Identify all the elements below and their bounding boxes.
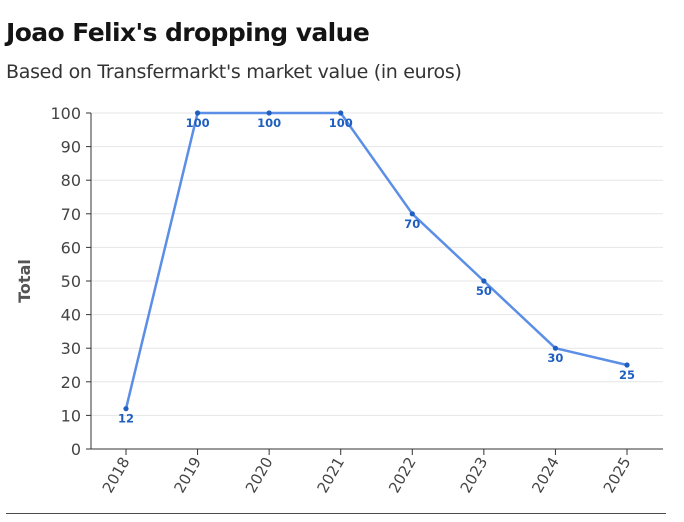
x-tick-label: 2019 xyxy=(170,454,205,496)
data-point xyxy=(194,110,201,116)
data-label: 100 xyxy=(186,116,210,130)
data-point xyxy=(624,362,630,368)
data-point xyxy=(338,110,344,116)
x-tick-label: 2020 xyxy=(242,454,277,496)
series-line xyxy=(124,111,629,410)
gridlines xyxy=(91,112,663,416)
data-point xyxy=(123,406,129,412)
data-labels: 12 100 100 100 70 50 30 25 xyxy=(118,116,635,426)
y-tick-label: 40 xyxy=(61,306,81,325)
data-label: 30 xyxy=(547,351,563,365)
y-tick-label: 20 xyxy=(61,373,81,392)
y-tick-label: 60 xyxy=(61,238,81,257)
axes: 0 10 20 30 40 50 60 70 80 90 100 Total 2018 2019 2020 2… xyxy=(15,104,663,496)
y-tick-label: 70 xyxy=(61,205,81,224)
chart-title: Joao Felix's dropping value xyxy=(6,18,370,47)
data-point xyxy=(266,110,272,116)
chart-subtitle: Based on Transfermarkt's market value (i… xyxy=(6,61,462,83)
y-tick-label: 80 xyxy=(61,171,81,190)
data-points xyxy=(123,110,630,412)
data-point xyxy=(552,345,559,351)
data-label: 100 xyxy=(329,116,353,130)
data-label: 25 xyxy=(619,368,635,382)
y-tick-label: 90 xyxy=(61,138,81,157)
y-tick-label: 100 xyxy=(50,104,81,123)
x-tick-label: 2021 xyxy=(313,454,348,496)
x-tick-label: 2023 xyxy=(457,454,492,496)
x-tick-label: 2025 xyxy=(600,454,635,496)
data-label: 70 xyxy=(404,217,420,231)
data-label: 50 xyxy=(476,284,492,298)
data-point xyxy=(409,211,415,217)
data-label: 100 xyxy=(257,116,281,130)
x-tick-label: 2022 xyxy=(385,454,420,496)
y-axis-title: Total xyxy=(15,259,34,303)
y-tick-label: 0 xyxy=(71,440,81,459)
y-tick-label: 50 xyxy=(61,272,81,291)
data-point xyxy=(481,278,487,284)
footer-divider xyxy=(6,513,666,514)
series-line-path xyxy=(124,111,629,410)
y-tick-label: 10 xyxy=(61,406,81,425)
y-tick-label: 30 xyxy=(61,339,81,358)
data-label: 12 xyxy=(118,412,134,426)
x-tick-label: 2024 xyxy=(528,454,563,496)
x-tick-label: 2018 xyxy=(99,454,134,496)
